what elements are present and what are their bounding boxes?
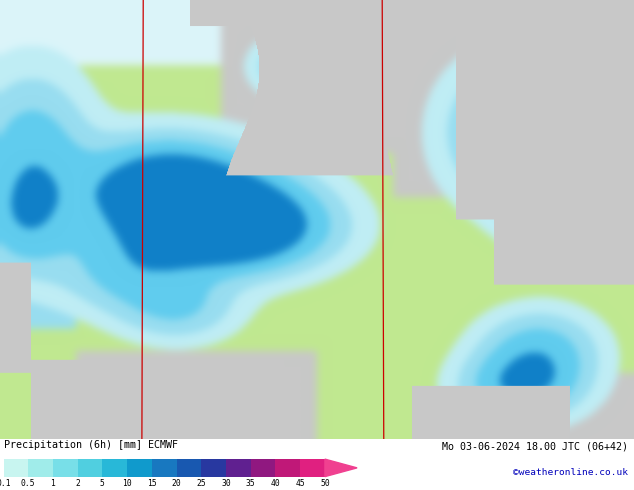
Text: 25: 25 (197, 479, 206, 488)
Polygon shape (325, 459, 357, 477)
Bar (251, 459, 276, 477)
Text: ©weatheronline.co.uk: ©weatheronline.co.uk (514, 468, 628, 477)
Text: 15: 15 (147, 479, 157, 488)
Text: 45: 45 (295, 479, 305, 488)
Bar (29, 459, 53, 477)
Bar (53, 459, 78, 477)
Text: 5: 5 (100, 479, 105, 488)
Text: 35: 35 (246, 479, 256, 488)
Bar (103, 459, 127, 477)
Text: 0.1: 0.1 (0, 479, 11, 488)
Text: 50: 50 (320, 479, 330, 488)
Bar (301, 459, 325, 477)
Text: 30: 30 (221, 479, 231, 488)
Bar (127, 459, 152, 477)
Text: 0.5: 0.5 (21, 479, 36, 488)
Text: 20: 20 (172, 479, 181, 488)
Bar (4, 459, 29, 477)
Bar (276, 459, 301, 477)
Text: 40: 40 (271, 479, 280, 488)
Text: Precipitation (6h) [mm] ECMWF: Precipitation (6h) [mm] ECMWF (4, 440, 178, 450)
Bar (78, 459, 103, 477)
Text: 2: 2 (75, 479, 80, 488)
Bar (226, 459, 251, 477)
Bar (177, 459, 202, 477)
Text: 10: 10 (122, 479, 132, 488)
Text: 1: 1 (51, 479, 55, 488)
Bar (202, 459, 226, 477)
Text: Mo 03-06-2024 18.00 JTC (06+42): Mo 03-06-2024 18.00 JTC (06+42) (443, 441, 628, 451)
Bar (152, 459, 177, 477)
